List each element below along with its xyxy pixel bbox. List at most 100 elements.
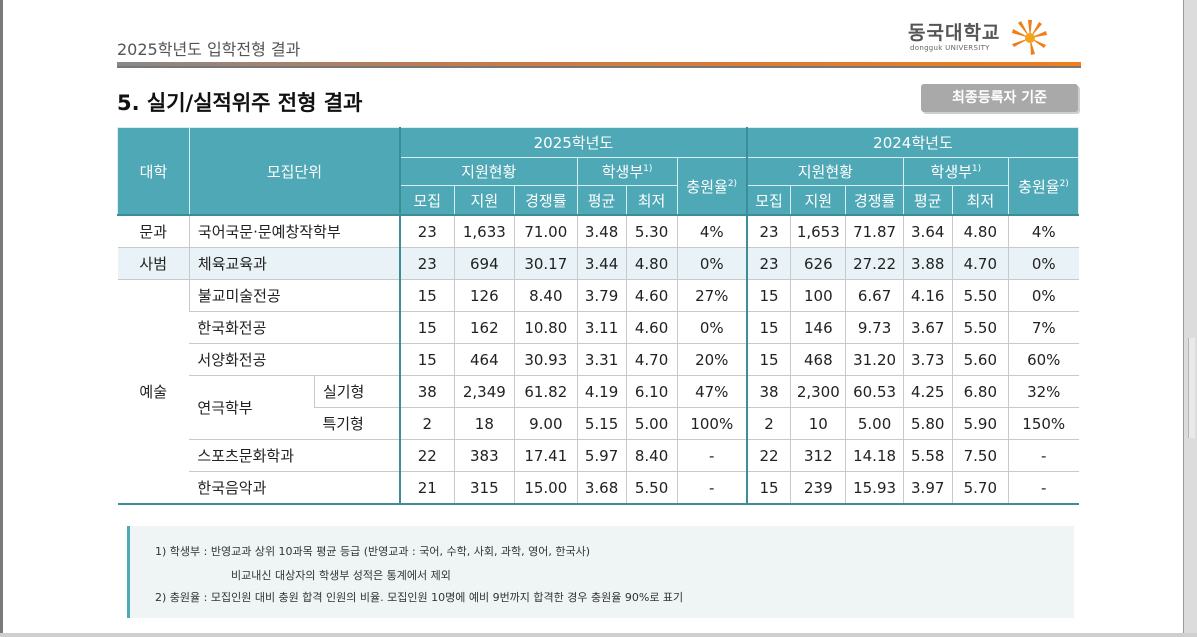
recruit-2024-cell: 2 (745, 407, 791, 440)
competition-2025-cell: 61.82 (514, 375, 578, 408)
footnote-fill-rate: 2) 충원율 : 모집인원 대비 충원 합격 인원의 비율. 모집인원 10명에… (155, 591, 684, 604)
table-row: 한국음악과 21 315 15.00 3.68 5.50-15 239 15.93 3.97 5… (118, 471, 1079, 505)
average-2025-cell: 3.11 (576, 311, 627, 344)
fill-rate-2025-cell: 0% (676, 247, 747, 280)
competition-2025-cell: 30.17 (514, 247, 578, 280)
header-fill-rate-2024: 충원율2) (1007, 157, 1080, 216)
applicants-2025-cell: 1,633 (453, 214, 515, 248)
recruit-2024-cell: 22 (745, 439, 791, 472)
average-2024-cell: 5.58 (902, 439, 953, 472)
footnote-record: 1) 학생부 : 반영교과 상위 10과목 평균 등급 (반영교과 : 국어, … (155, 545, 591, 558)
competition-2025-cell: 10.80 (514, 311, 578, 344)
section-title: 5. 실기/실적위주 전형 결과 (117, 91, 363, 115)
fill-rate-2025-cell: - (676, 471, 747, 505)
logo-name-korean: 동국대학교 (908, 22, 1001, 44)
header-lowest: 최저 (951, 185, 1009, 216)
applicants-2025-cell: 126 (453, 279, 515, 312)
recruit-2024-cell: 15 (745, 311, 791, 344)
recruit-2025-cell: 15 (398, 279, 455, 312)
lowest-2024-cell: 5.50 (951, 311, 1009, 344)
recruit-2025-cell: 21 (398, 471, 455, 505)
lowest-2025-cell: 4.60 (625, 279, 678, 312)
lowest-2025-cell: 4.70 (625, 343, 678, 376)
fill-rate-2025-cell: - (676, 439, 747, 472)
logo-name-english: dongguk UNIVERSITY (910, 44, 990, 52)
average-2024-cell: 3.73 (902, 343, 953, 376)
applicants-2024-cell: 1,653 (790, 214, 846, 248)
lowest-2025-cell: 5.00 (625, 407, 678, 440)
college-cell: 문과 (117, 214, 190, 248)
results-table: 대학 모집단위 2025학년도 2024학년도 지원현황 학생부1) 충원율2)… (117, 127, 1080, 505)
table-row: 예술 불교미술전공 15 126 8.40 3.79 4.60 27% 15 100 6.67 4… (117, 279, 1079, 505)
average-2025-cell: 4.19 (576, 375, 627, 408)
applicants-2025-cell: 383 (453, 439, 515, 472)
average-2025-cell: 5.15 (576, 407, 627, 440)
applicants-2025-cell: 18 (453, 407, 515, 440)
lowest-2025-cell: 5.30 (625, 214, 678, 248)
lowest-2024-cell: 6.80 (951, 375, 1009, 408)
vertical-scrollbar[interactable] (1184, 0, 1197, 637)
average-2025-cell: 3.31 (576, 343, 627, 376)
fill-rate-2024-cell: 4% (1007, 214, 1079, 248)
fill-rate-2024-cell: 7% (1007, 311, 1079, 344)
fill-rate-2025-cell: 100% (676, 407, 747, 440)
average-2025-cell: 3.44 (576, 247, 627, 280)
footnote-record-continued: 비교내신 대상자의 학생부 성적은 통계에서 제외 (231, 569, 451, 582)
fill-rate-2025-cell: 47% (676, 375, 747, 408)
subtype-cell: 특기형 (314, 407, 401, 440)
header-rule (117, 62, 1081, 66)
competition-2025-cell: 15.00 (514, 471, 578, 505)
recruit-2024-cell: 15 (745, 279, 791, 312)
lowest-2024-cell: 5.90 (951, 407, 1009, 440)
fill-rate-2024-cell: 32% (1007, 375, 1079, 408)
lowest-2024-cell: 4.80 (951, 214, 1009, 248)
header-record-label: 학생부 (930, 163, 972, 181)
header-apply-status-2025: 지원현황 (398, 157, 578, 186)
unit-cell: 연극학부 (189, 375, 315, 440)
lotus-flame-icon (1012, 20, 1047, 55)
fill-rate-2024-cell: 0% (1007, 279, 1079, 312)
header-applicants: 지원 (453, 185, 516, 216)
applicants-2025-cell: 162 (453, 311, 515, 344)
applicants-2024-cell: 626 (790, 247, 846, 280)
recruit-2025-cell: 15 (398, 343, 455, 376)
unit-cell: 체육교육과 (188, 247, 401, 280)
scrollbar-thumb[interactable] (1188, 338, 1195, 438)
table-row: 사범 체육교육과 23 694 30.17 3.44 4.80 0% 23 626 27.22 3… (117, 247, 1079, 280)
average-2024-cell: 3.88 (902, 247, 953, 280)
applicants-2024-cell: 10 (790, 407, 846, 440)
header-average: 평균 (902, 185, 953, 216)
fill-rate-2025-cell: 27% (676, 279, 747, 312)
competition-2024-cell: 15.93 (845, 471, 904, 505)
header-year-2025: 2025학년도 (398, 127, 748, 158)
competition-2025-cell: 30.93 (514, 343, 578, 376)
college-cell: 사범 (117, 247, 190, 280)
recruit-2025-cell: 23 (398, 247, 455, 280)
fill-rate-2024-cell: 150% (1007, 407, 1079, 440)
competition-2024-cell: 14.18 (845, 439, 904, 472)
applicants-2024-cell: 239 (790, 471, 846, 505)
recruit-2025-cell: 38 (398, 375, 455, 408)
table-row: 스포츠문화학과 22 383 17.41 5.97 8.40-22 312 14.18 5.5… (118, 439, 1079, 472)
footnote-marker: 1) (971, 164, 982, 174)
average-2024-cell: 4.16 (902, 279, 953, 312)
competition-2025-cell: 9.00 (514, 407, 578, 440)
footnote-marker: 2) (727, 178, 738, 189)
average-2025-cell: 5.97 (576, 439, 627, 472)
basis-badge: 최종등록자 기준 (921, 84, 1078, 112)
competition-2024-cell: 31.20 (845, 343, 904, 376)
header-record-2025: 학생부1) (576, 157, 678, 186)
footnotes: 1) 학생부 : 반영교과 상위 10과목 평균 등급 (반영교과 : 국어, … (127, 526, 1074, 618)
unit-cell: 한국화전공 (189, 311, 401, 344)
footnote-marker: 1) (643, 164, 653, 174)
competition-2024-cell: 27.22 (845, 247, 904, 280)
header-applicants: 지원 (790, 185, 847, 216)
lowest-2025-cell: 4.60 (625, 311, 678, 344)
header-record-label: 학생부 (601, 163, 644, 181)
header-unit: 모집단위 (188, 127, 401, 216)
competition-2024-cell: 71.87 (845, 214, 904, 248)
average-2024-cell: 5.80 (902, 407, 953, 440)
recruit-2025-cell: 23 (398, 214, 455, 248)
average-2024-cell: 4.25 (902, 375, 953, 408)
unit-cell: 한국음악과 (189, 471, 401, 505)
